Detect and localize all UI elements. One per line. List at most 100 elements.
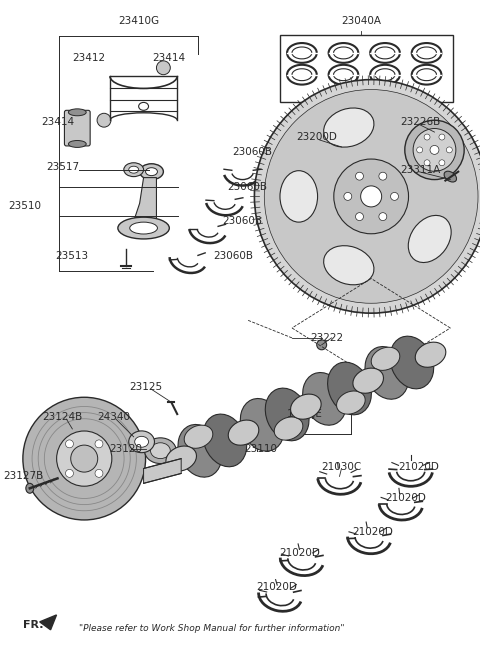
Text: 21020D: 21020D (353, 527, 394, 537)
Ellipse shape (26, 483, 34, 493)
Ellipse shape (129, 431, 155, 453)
Bar (280, 35, 453, 102)
Text: 23311A: 23311A (400, 165, 441, 174)
Ellipse shape (184, 425, 213, 448)
Circle shape (254, 79, 480, 313)
Text: 23412: 23412 (72, 53, 106, 63)
Ellipse shape (139, 102, 148, 110)
Text: 21030C: 21030C (321, 462, 361, 472)
Text: 23124B: 23124B (42, 412, 83, 422)
Ellipse shape (118, 217, 169, 239)
Text: 23060B: 23060B (223, 216, 263, 226)
Circle shape (356, 213, 363, 220)
Circle shape (71, 445, 98, 472)
Circle shape (334, 159, 408, 234)
Circle shape (417, 147, 422, 153)
Text: 23125: 23125 (129, 382, 162, 392)
Ellipse shape (203, 414, 247, 467)
Text: 23060B: 23060B (233, 147, 273, 157)
Text: 23414: 23414 (152, 53, 185, 63)
Ellipse shape (140, 164, 163, 180)
Circle shape (65, 470, 73, 478)
Ellipse shape (303, 373, 347, 425)
Ellipse shape (130, 222, 157, 234)
Text: 23222: 23222 (310, 333, 343, 343)
Ellipse shape (145, 168, 157, 176)
Ellipse shape (68, 109, 86, 115)
Text: 23110: 23110 (244, 443, 277, 454)
Circle shape (446, 147, 452, 153)
Circle shape (65, 440, 73, 448)
Ellipse shape (408, 131, 451, 177)
Text: 23414: 23414 (41, 117, 74, 127)
Text: 21020D: 21020D (398, 462, 439, 472)
Polygon shape (134, 178, 156, 221)
Ellipse shape (336, 391, 365, 414)
Circle shape (57, 431, 112, 486)
Text: 23510: 23510 (8, 201, 41, 211)
Ellipse shape (240, 398, 284, 451)
Polygon shape (40, 615, 57, 630)
Ellipse shape (274, 417, 303, 440)
Ellipse shape (124, 163, 144, 176)
Ellipse shape (365, 346, 409, 400)
Ellipse shape (353, 368, 384, 393)
Ellipse shape (444, 171, 456, 182)
Text: 23120: 23120 (109, 443, 142, 454)
Circle shape (391, 192, 398, 200)
Text: 23060B: 23060B (213, 251, 253, 261)
Ellipse shape (328, 362, 372, 415)
Ellipse shape (135, 436, 148, 447)
Ellipse shape (144, 438, 176, 464)
Ellipse shape (166, 446, 196, 471)
Ellipse shape (371, 347, 400, 371)
Ellipse shape (178, 424, 222, 477)
Circle shape (430, 146, 439, 154)
Text: "Please refer to Work Shop Manual for further information": "Please refer to Work Shop Manual for fu… (79, 625, 345, 633)
Circle shape (439, 134, 445, 140)
Circle shape (405, 120, 464, 180)
Circle shape (317, 340, 326, 350)
Circle shape (379, 213, 387, 220)
Circle shape (264, 89, 478, 303)
Text: 23513: 23513 (55, 251, 88, 261)
Text: 23040A: 23040A (341, 16, 381, 26)
Text: 24340: 24340 (97, 412, 131, 422)
Text: 23517: 23517 (46, 162, 79, 172)
Text: 23200D: 23200D (296, 132, 337, 142)
Circle shape (356, 173, 363, 180)
Circle shape (439, 160, 445, 166)
Circle shape (156, 61, 170, 75)
Circle shape (97, 113, 111, 127)
Ellipse shape (390, 336, 434, 389)
Text: 23060B: 23060B (228, 182, 268, 192)
Ellipse shape (280, 171, 318, 222)
Ellipse shape (324, 246, 374, 285)
Ellipse shape (290, 394, 321, 419)
Circle shape (424, 160, 430, 166)
Text: FR.: FR. (23, 620, 43, 630)
Text: 23127B: 23127B (3, 472, 43, 482)
Circle shape (23, 398, 145, 520)
Ellipse shape (324, 108, 374, 147)
Circle shape (360, 186, 382, 207)
Circle shape (95, 440, 103, 448)
Circle shape (95, 470, 103, 478)
Circle shape (379, 173, 387, 180)
Polygon shape (144, 459, 181, 483)
Circle shape (424, 134, 430, 140)
Ellipse shape (265, 388, 309, 441)
FancyBboxPatch shape (64, 110, 90, 146)
Text: 23226B: 23226B (400, 117, 441, 127)
Text: 21020D: 21020D (279, 548, 320, 558)
Ellipse shape (228, 420, 259, 445)
Text: 21020D: 21020D (257, 583, 298, 592)
Circle shape (413, 129, 456, 171)
Text: 23410G: 23410G (118, 16, 159, 26)
Ellipse shape (415, 342, 446, 367)
Circle shape (344, 192, 352, 200)
Ellipse shape (408, 215, 451, 262)
Ellipse shape (129, 166, 139, 173)
Text: 21020D: 21020D (385, 493, 426, 503)
Ellipse shape (68, 140, 86, 148)
